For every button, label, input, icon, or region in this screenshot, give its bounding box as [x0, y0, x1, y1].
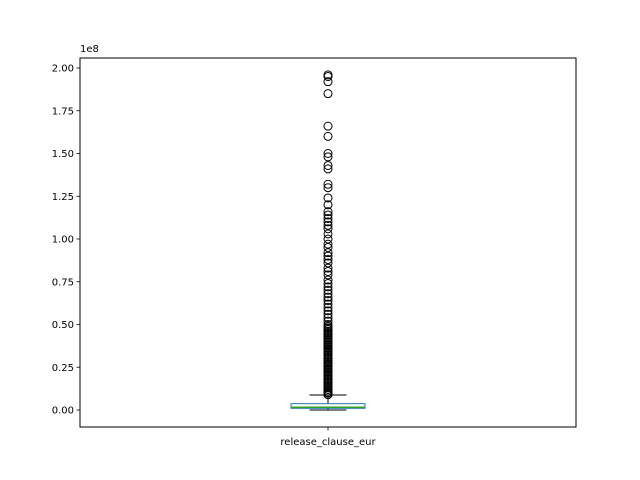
box-element	[290, 394, 366, 411]
outlier-point	[323, 72, 333, 82]
outlier-point	[323, 213, 333, 223]
outlier-point	[323, 302, 333, 312]
y-tick-label: 1.00	[52, 235, 74, 246]
outlier-point	[323, 224, 333, 234]
x-axis: release_clause_eur	[280, 427, 376, 448]
outlier-point	[323, 210, 333, 220]
outlier-point	[323, 164, 333, 174]
y-axis-scale-label: 1e8	[80, 44, 99, 55]
y-tick-label: 1.50	[52, 149, 74, 160]
outlier-point	[323, 121, 333, 131]
outlier-point	[323, 220, 333, 230]
y-tick-label: 1.75	[52, 106, 74, 117]
outliers	[323, 70, 333, 400]
y-tick-label: 0.50	[52, 320, 74, 331]
outlier-point	[323, 282, 333, 292]
y-tick-label: 2.00	[52, 64, 74, 75]
outlier-point	[323, 275, 333, 285]
outlier-point	[323, 131, 333, 141]
y-tick-label: 1.25	[52, 192, 74, 203]
outlier-point	[323, 179, 333, 189]
outlier-point	[323, 193, 333, 203]
y-tick-label: 0.25	[52, 363, 74, 374]
outlier-point	[323, 306, 333, 316]
outlier-point	[323, 299, 333, 309]
x-category-label: release_clause_eur	[280, 437, 376, 448]
outlier-point	[323, 263, 333, 273]
outlier-point	[323, 229, 333, 239]
outlier-point	[323, 89, 333, 99]
outlier-point	[323, 207, 333, 217]
outlier-point	[323, 77, 333, 87]
outlier-point	[323, 316, 333, 326]
outlier-point	[323, 248, 333, 258]
outlier-point	[323, 296, 333, 306]
outlier-point	[323, 183, 333, 193]
outlier-point	[323, 160, 333, 170]
outlier-point	[323, 200, 333, 210]
y-tick-label: 0.00	[52, 406, 74, 417]
outlier-point	[323, 285, 333, 295]
outlier-point	[323, 234, 333, 244]
outlier-point	[323, 243, 333, 253]
outlier-point	[323, 149, 333, 158]
y-tick-label: 0.75	[52, 277, 74, 288]
outlier-point	[323, 255, 333, 265]
outlier-point	[323, 309, 333, 319]
outlier-point	[323, 289, 333, 299]
outlier-point	[323, 239, 333, 249]
outlier-point	[323, 217, 333, 227]
outlier-point	[323, 313, 333, 323]
outlier-point	[323, 270, 333, 280]
outlier-point	[323, 251, 333, 261]
outlier-point	[323, 292, 333, 302]
outlier-point	[323, 152, 333, 162]
iqr-box	[290, 403, 366, 409]
plot-frame	[79, 57, 577, 428]
outlier-point	[323, 321, 333, 331]
outlier-point	[323, 266, 333, 276]
outlier-point	[323, 278, 333, 288]
outlier-point	[323, 258, 333, 268]
y-axis: 0.00 0.25 0.50 0.75 1.00 1.25 1.50 1.75 2.00	[52, 64, 80, 417]
